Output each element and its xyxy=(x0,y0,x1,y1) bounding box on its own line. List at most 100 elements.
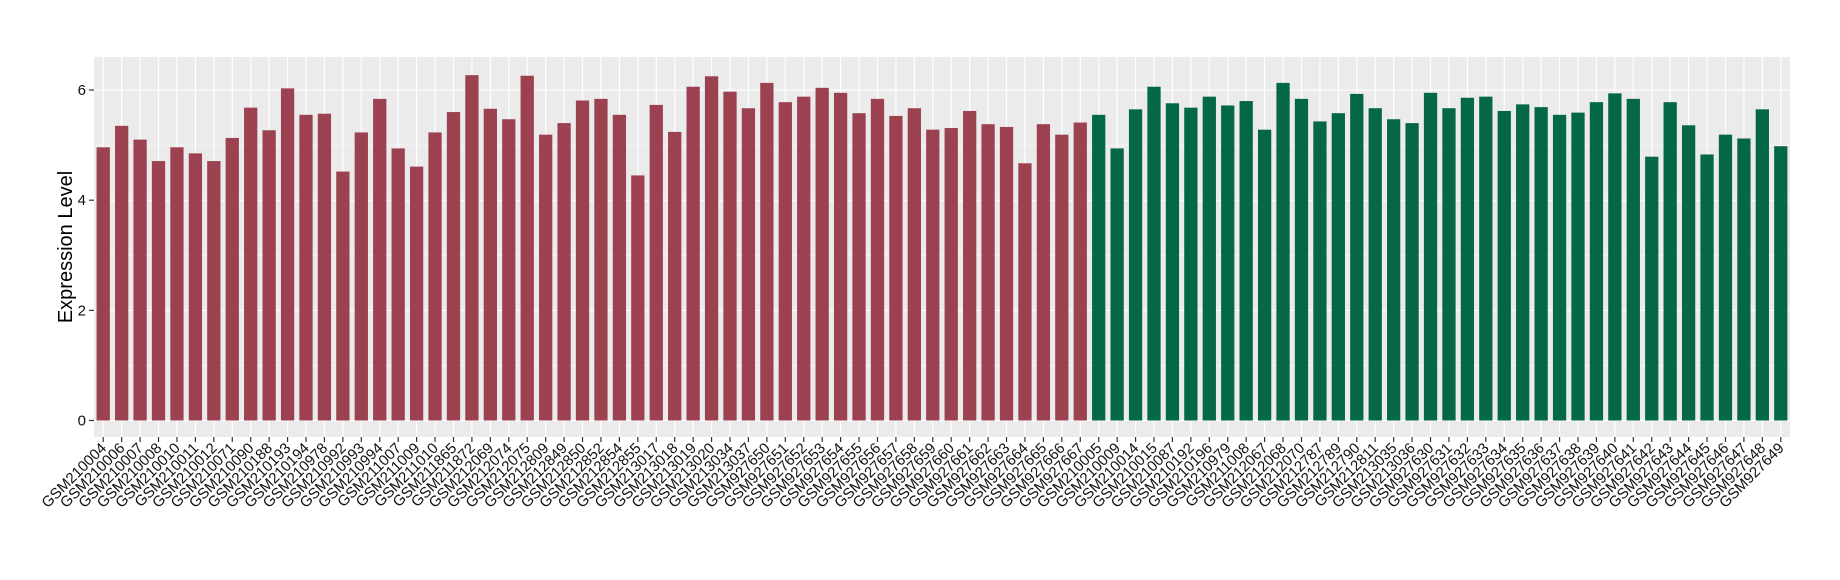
x-axis: GSM210004GSM210006GSM210007GSM210008GSM2… xyxy=(38,437,1788,511)
bar-GSM210993 xyxy=(354,132,368,421)
bar-GSM927639 xyxy=(1589,102,1604,421)
bar-GSM213035 xyxy=(1387,119,1401,421)
bar-GSM210004 xyxy=(96,147,110,421)
bar-GSM213036 xyxy=(1405,123,1419,421)
bar-GSM927661 xyxy=(963,110,977,421)
bar-GSM213037 xyxy=(741,108,756,421)
bar-GSM211010 xyxy=(428,132,442,421)
bar-GSM212070 xyxy=(1294,98,1309,421)
bar-GSM212069 xyxy=(483,108,497,421)
bar-GSM210194 xyxy=(299,114,313,421)
bar-GSM210014 xyxy=(1128,109,1143,421)
bar-GSM210011 xyxy=(188,153,203,421)
bar-GSM210010 xyxy=(170,147,184,421)
bar-GSM210192 xyxy=(1184,107,1198,421)
bar-GSM927654 xyxy=(833,92,848,421)
bar-GSM927662 xyxy=(981,124,995,421)
bar-GSM210196 xyxy=(1202,96,1216,421)
bar-GSM213017 xyxy=(649,104,663,421)
bar-GSM211008 xyxy=(1239,101,1253,421)
bar-GSM212067 xyxy=(1257,129,1272,421)
bar-GSM927667 xyxy=(1073,122,1087,421)
bar-GSM927635 xyxy=(1516,104,1530,421)
bar-GSM927663 xyxy=(999,126,1014,421)
bar-GSM210978 xyxy=(317,113,332,421)
bar-GSM212068 xyxy=(1276,82,1290,421)
bar-GSM211009 xyxy=(409,166,424,421)
bar-GSM927652 xyxy=(797,96,811,421)
bar-GSM210012 xyxy=(207,161,221,421)
bar-GSM927631 xyxy=(1442,108,1456,421)
bar-GSM927659 xyxy=(926,129,940,421)
bar-GSM210994 xyxy=(373,98,387,421)
y-tick-label: 4 xyxy=(78,192,86,209)
bar-GSM212809 xyxy=(539,134,553,421)
bar-GSM213034 xyxy=(723,91,737,421)
bar-GSM927658 xyxy=(907,108,921,421)
bar-GSM927660 xyxy=(944,128,958,421)
bar-GSM210009 xyxy=(1110,148,1124,421)
bar-GSM927650 xyxy=(760,82,774,421)
bar-GSM927636 xyxy=(1534,107,1548,421)
bar-GSM212849 xyxy=(557,123,571,421)
bar-GSM927640 xyxy=(1608,93,1622,421)
bar-GSM212852 xyxy=(594,98,608,421)
bar-GSM927647 xyxy=(1737,138,1751,421)
bar-GSM927649 xyxy=(1774,146,1788,421)
bar-GSM927655 xyxy=(852,113,866,421)
bar-GSM212787 xyxy=(1313,121,1327,421)
bar-GSM210090 xyxy=(244,107,258,421)
y-axis: 0 2 4 6 xyxy=(78,82,94,429)
bar-GSM212790 xyxy=(1350,93,1364,421)
bar-GSM927644 xyxy=(1681,125,1696,421)
bar-GSM927632 xyxy=(1460,97,1475,421)
bar-GSM927641 xyxy=(1626,98,1640,421)
bar-GSM213018 xyxy=(668,131,682,421)
bar-GSM212075 xyxy=(520,75,534,421)
bar-GSM210006 xyxy=(115,125,129,421)
bar-GSM210007 xyxy=(133,139,147,421)
y-axis-title: Expression Level xyxy=(55,171,77,323)
bar-GSM210008 xyxy=(151,161,166,421)
bar-GSM927651 xyxy=(778,102,792,421)
bar-GSM210087 xyxy=(1165,103,1180,421)
bar-GSM927630 xyxy=(1423,92,1438,421)
bar-GSM210979 xyxy=(1221,105,1235,421)
y-tick-label: 2 xyxy=(78,302,86,319)
bar-GSM927638 xyxy=(1571,112,1585,421)
bar-GSM927642 xyxy=(1645,156,1659,421)
bar-GSM927656 xyxy=(870,98,885,421)
bar-GSM210005 xyxy=(1092,114,1106,421)
bar-GSM927634 xyxy=(1497,110,1511,421)
bar-GSM927645 xyxy=(1700,154,1714,421)
bar-GSM927633 xyxy=(1479,96,1493,421)
bar-GSM927637 xyxy=(1552,114,1567,421)
bar-GSM927643 xyxy=(1663,102,1677,421)
bar-GSM927653 xyxy=(815,87,829,421)
bar-GSM211865 xyxy=(446,112,461,421)
bar-GSM211007 xyxy=(391,148,405,421)
bar-GSM213020 xyxy=(704,76,719,421)
bar-GSM212811 xyxy=(1368,108,1382,421)
bars xyxy=(96,75,1788,421)
bar-GSM927664 xyxy=(1018,163,1032,421)
bar-GSM210188 xyxy=(262,130,276,421)
bar-GSM212854 xyxy=(612,114,627,421)
bar-GSM927666 xyxy=(1055,134,1069,421)
y-tick-label: 6 xyxy=(78,82,86,99)
bar-GSM210193 xyxy=(280,88,295,421)
bar-GSM927665 xyxy=(1036,124,1051,421)
bar-GSM210992 xyxy=(336,171,350,421)
bar-GSM213019 xyxy=(686,86,700,421)
bar-GSM212850 xyxy=(575,100,590,421)
y-tick-label: 0 xyxy=(78,412,86,429)
bar-GSM212789 xyxy=(1331,113,1345,421)
bar-GSM927646 xyxy=(1718,134,1733,421)
bar-GSM212855 xyxy=(631,175,645,421)
bar-GSM210071 xyxy=(225,137,239,421)
bar-GSM210015 xyxy=(1147,86,1161,421)
bar-GSM211872 xyxy=(465,75,479,421)
bar-GSM212074 xyxy=(502,119,516,421)
bar-GSM927657 xyxy=(889,115,903,421)
